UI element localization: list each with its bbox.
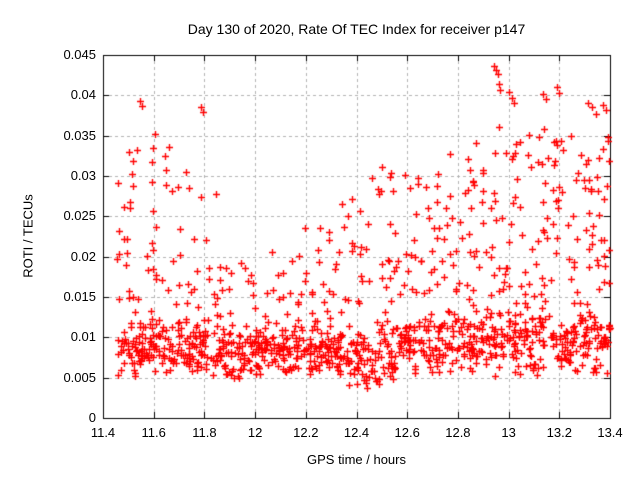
x-tick-label: 11.4 (90, 425, 116, 440)
x-tick-label: 12.4 (343, 425, 370, 440)
x-tick-label: 12 (247, 425, 263, 440)
y-tick-label: 0.045 (63, 47, 96, 62)
x-tick-label: 11.6 (141, 425, 166, 440)
y-tick-label: 0.005 (63, 369, 96, 385)
chart-title: Day 130 of 2020, Rate Of TEC Index for r… (187, 21, 526, 37)
x-tick-label: 13.2 (546, 425, 572, 440)
x-tick-label: 11.8 (192, 425, 217, 440)
y-tick-label: 0.03 (70, 168, 96, 183)
y-tick-label: 0.035 (63, 127, 96, 143)
y-tick-label: 0.025 (63, 208, 96, 224)
x-tick-label: 13 (501, 425, 516, 440)
y-tick-label: 0.02 (70, 248, 96, 264)
y-tick-label: 0 (88, 410, 96, 425)
y-tick-label: 0.04 (70, 87, 96, 103)
x-tick-label: 12.8 (445, 425, 471, 440)
x-axis-label: GPS time / hours (307, 452, 406, 467)
x-tick-label: 12.2 (293, 425, 319, 440)
x-tick-label: 13.4 (597, 425, 623, 440)
y-axis-label: ROTI / TECUs (20, 194, 36, 278)
y-tick-label: 0.015 (63, 289, 96, 304)
y-tick-label: 0.01 (70, 329, 96, 345)
x-tick-label: 12.6 (394, 425, 420, 440)
